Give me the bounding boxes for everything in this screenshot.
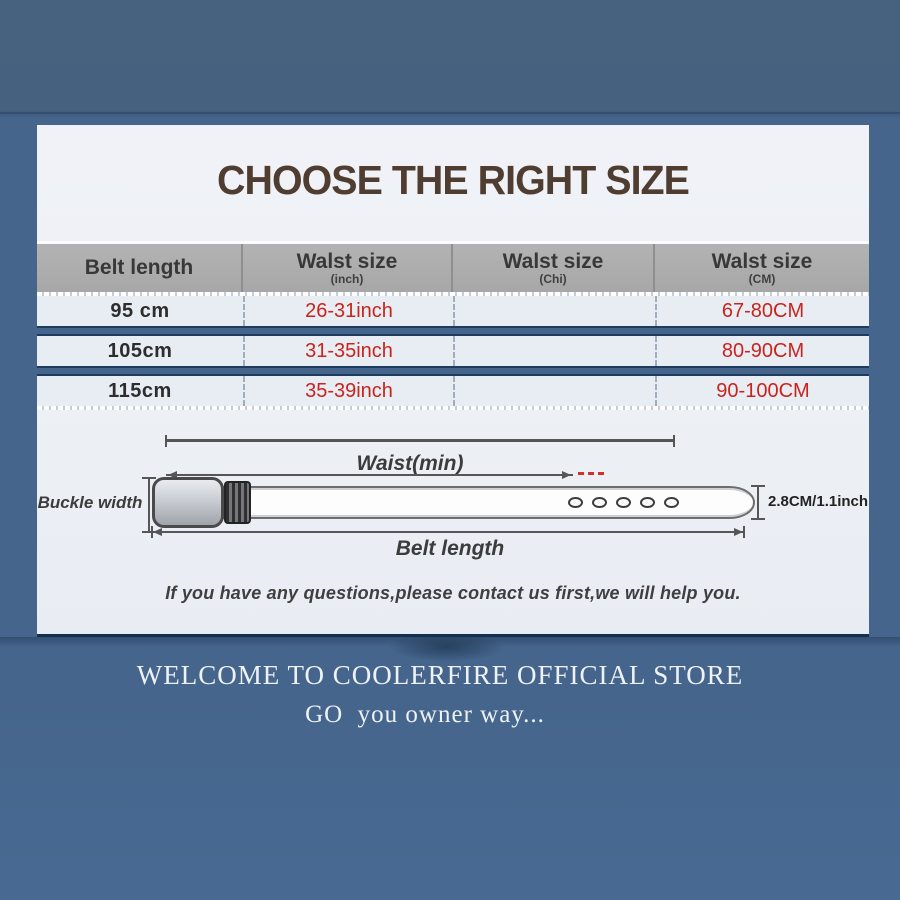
cell-waist-cm: 90-100CM [655,376,869,406]
strap-width-label: 2.8CM/1.1inch [768,493,869,510]
size-guide-panel: CHOOSE THE RIGHT SIZE Belt length Walst … [37,125,869,637]
belt-length-label: Belt length [395,537,505,560]
footer-welcome-text: WELCOME TO COOLERFIRE OFFICIAL STORE [136,660,744,690]
table-row: 105cm 31-35inch 80-90CM [37,336,869,366]
row-separator [37,326,869,336]
belt-hole [616,497,631,508]
table-row: 115cm 35-39inch 90-100CM [37,376,869,406]
belt-hole [664,497,679,508]
cell-waist-inch: 35-39inch [243,376,453,406]
header-label: Walst size [502,249,604,273]
panel-shadow-blob [388,632,506,662]
belt-hole [592,497,607,508]
cell-waist-chi [453,376,655,406]
header-label: Belt length [84,256,194,279]
belt-hole [568,497,583,508]
belt-keeper [224,481,251,524]
measure-tick [743,526,745,538]
cell-waist-chi [453,336,655,366]
belt-length-measure [151,526,745,538]
buckle-width-measure [142,477,156,533]
cell-belt-length: 95 cm [110,299,170,322]
measure-tick [151,526,153,538]
contact-note: If you have any questions,please contact… [165,583,741,603]
footer-slogan-text: GO you owner way... [305,701,545,728]
waist-red-dash-mark [578,472,604,475]
cell-waist-chi [453,296,655,326]
cell-waist-cm: 80-90CM [655,336,869,366]
table-row: 95 cm 26-31inch 67-80CM [37,296,869,326]
header-waist-cm: Walst size (CM) [655,244,869,292]
header-belt-length: Belt length [37,244,243,292]
waist-full-line [165,435,675,447]
cell-waist-inch: 31-35inch [243,336,453,366]
belt-buckle [152,477,224,528]
header-waist-inch: Walst size (inch) [243,244,453,292]
page-title: CHOOSE THE RIGHT SIZE [217,157,690,203]
table-top-line [37,241,869,244]
cell-belt-length: 115cm [108,379,172,402]
torn-edge [37,406,869,410]
header-label: Walst size [711,249,813,273]
cell-waist-cm: 67-80CM [655,296,869,326]
header-label: Walst size [296,249,398,273]
header-sublabel: (inch) [330,271,364,286]
strap-width-measure [751,485,765,520]
background-seam [0,112,900,114]
waist-min-label: Waist(min) [356,452,464,475]
header-sublabel: (Chi) [539,271,567,286]
waist-min-line [166,471,573,479]
cell-belt-length: 105cm [107,339,173,362]
size-table: Belt length Walst size (inch) Walst size… [37,241,869,410]
table-header-row: Belt length Walst size (inch) Walst size… [37,244,869,292]
torn-edge [37,292,869,296]
header-sublabel: (CM) [748,271,776,286]
header-waist-chi: Walst size (Chi) [453,244,655,292]
buckle-width-label: Buckle width [37,493,143,512]
cell-waist-inch: 26-31inch [243,296,453,326]
belt-hole [640,497,655,508]
row-separator [37,366,869,376]
